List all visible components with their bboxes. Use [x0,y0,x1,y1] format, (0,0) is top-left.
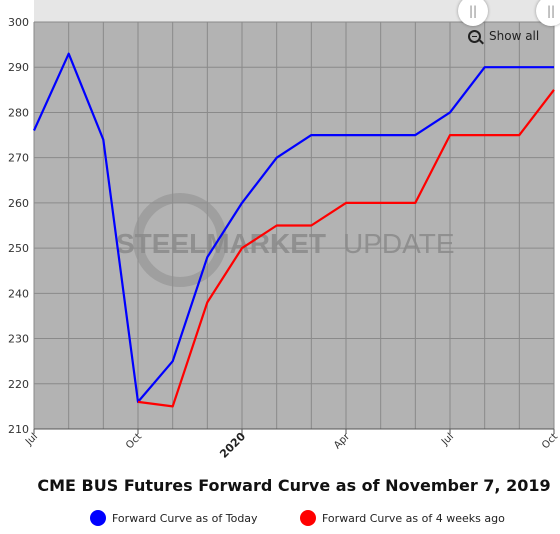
legend-marker-4-weeks-ago [300,510,316,526]
watermark-text-bold: STEELMARKET [116,228,326,259]
legend-item-4-weeks-ago[interactable]: Forward Curve as of 4 weeks ago [300,510,505,526]
show-all-label: Show all [489,29,540,43]
y-tick-label: 260 [8,197,29,210]
y-tick-label: 220 [8,378,29,391]
y-tick-label: 240 [8,287,29,300]
navigator-right-handle-grip: || [546,4,556,18]
legend-marker-today [90,510,106,526]
series-line-forward-curve-as-of-today [32,52,554,403]
legend-item-today[interactable]: Forward Curve as of Today [90,510,258,526]
watermark-text-light: UPDATE [343,228,455,259]
y-tick-label: 210 [8,423,29,436]
x-tick-label: Jul [439,431,456,448]
y-tick-label: 300 [8,16,29,29]
navigator-right-handle[interactable]: || [536,0,560,26]
x-tick-label: 2020 [217,430,248,461]
x-tick-label: Apr [332,431,353,452]
navigator-bar [34,0,554,22]
series-line-forward-curve-as-of-4-weeks-ago [137,89,555,408]
zoom-out-icon [468,29,481,43]
y-tick-label: 250 [8,242,29,255]
navigator-left-handle-grip: || [468,4,478,18]
watermark-logo: STEELMARKET UPDATE [116,193,455,287]
legend-label-4-weeks-ago: Forward Curve as of 4 weeks ago [322,511,505,525]
legend-label-today: Forward Curve as of Today [112,511,258,525]
navigator-left-handle[interactable]: || [458,0,488,26]
chart-title: CME BUS Futures Forward Curve as of Nove… [37,476,551,495]
x-tick-label: Oct [124,431,144,451]
y-tick-label: 290 [8,61,29,74]
y-tick-label: 230 [8,333,29,346]
show-all-button[interactable]: Show all [468,29,539,43]
y-tick-label: 270 [8,152,29,165]
y-tick-label: 280 [8,106,29,119]
x-tick-label: Oct [540,431,560,451]
